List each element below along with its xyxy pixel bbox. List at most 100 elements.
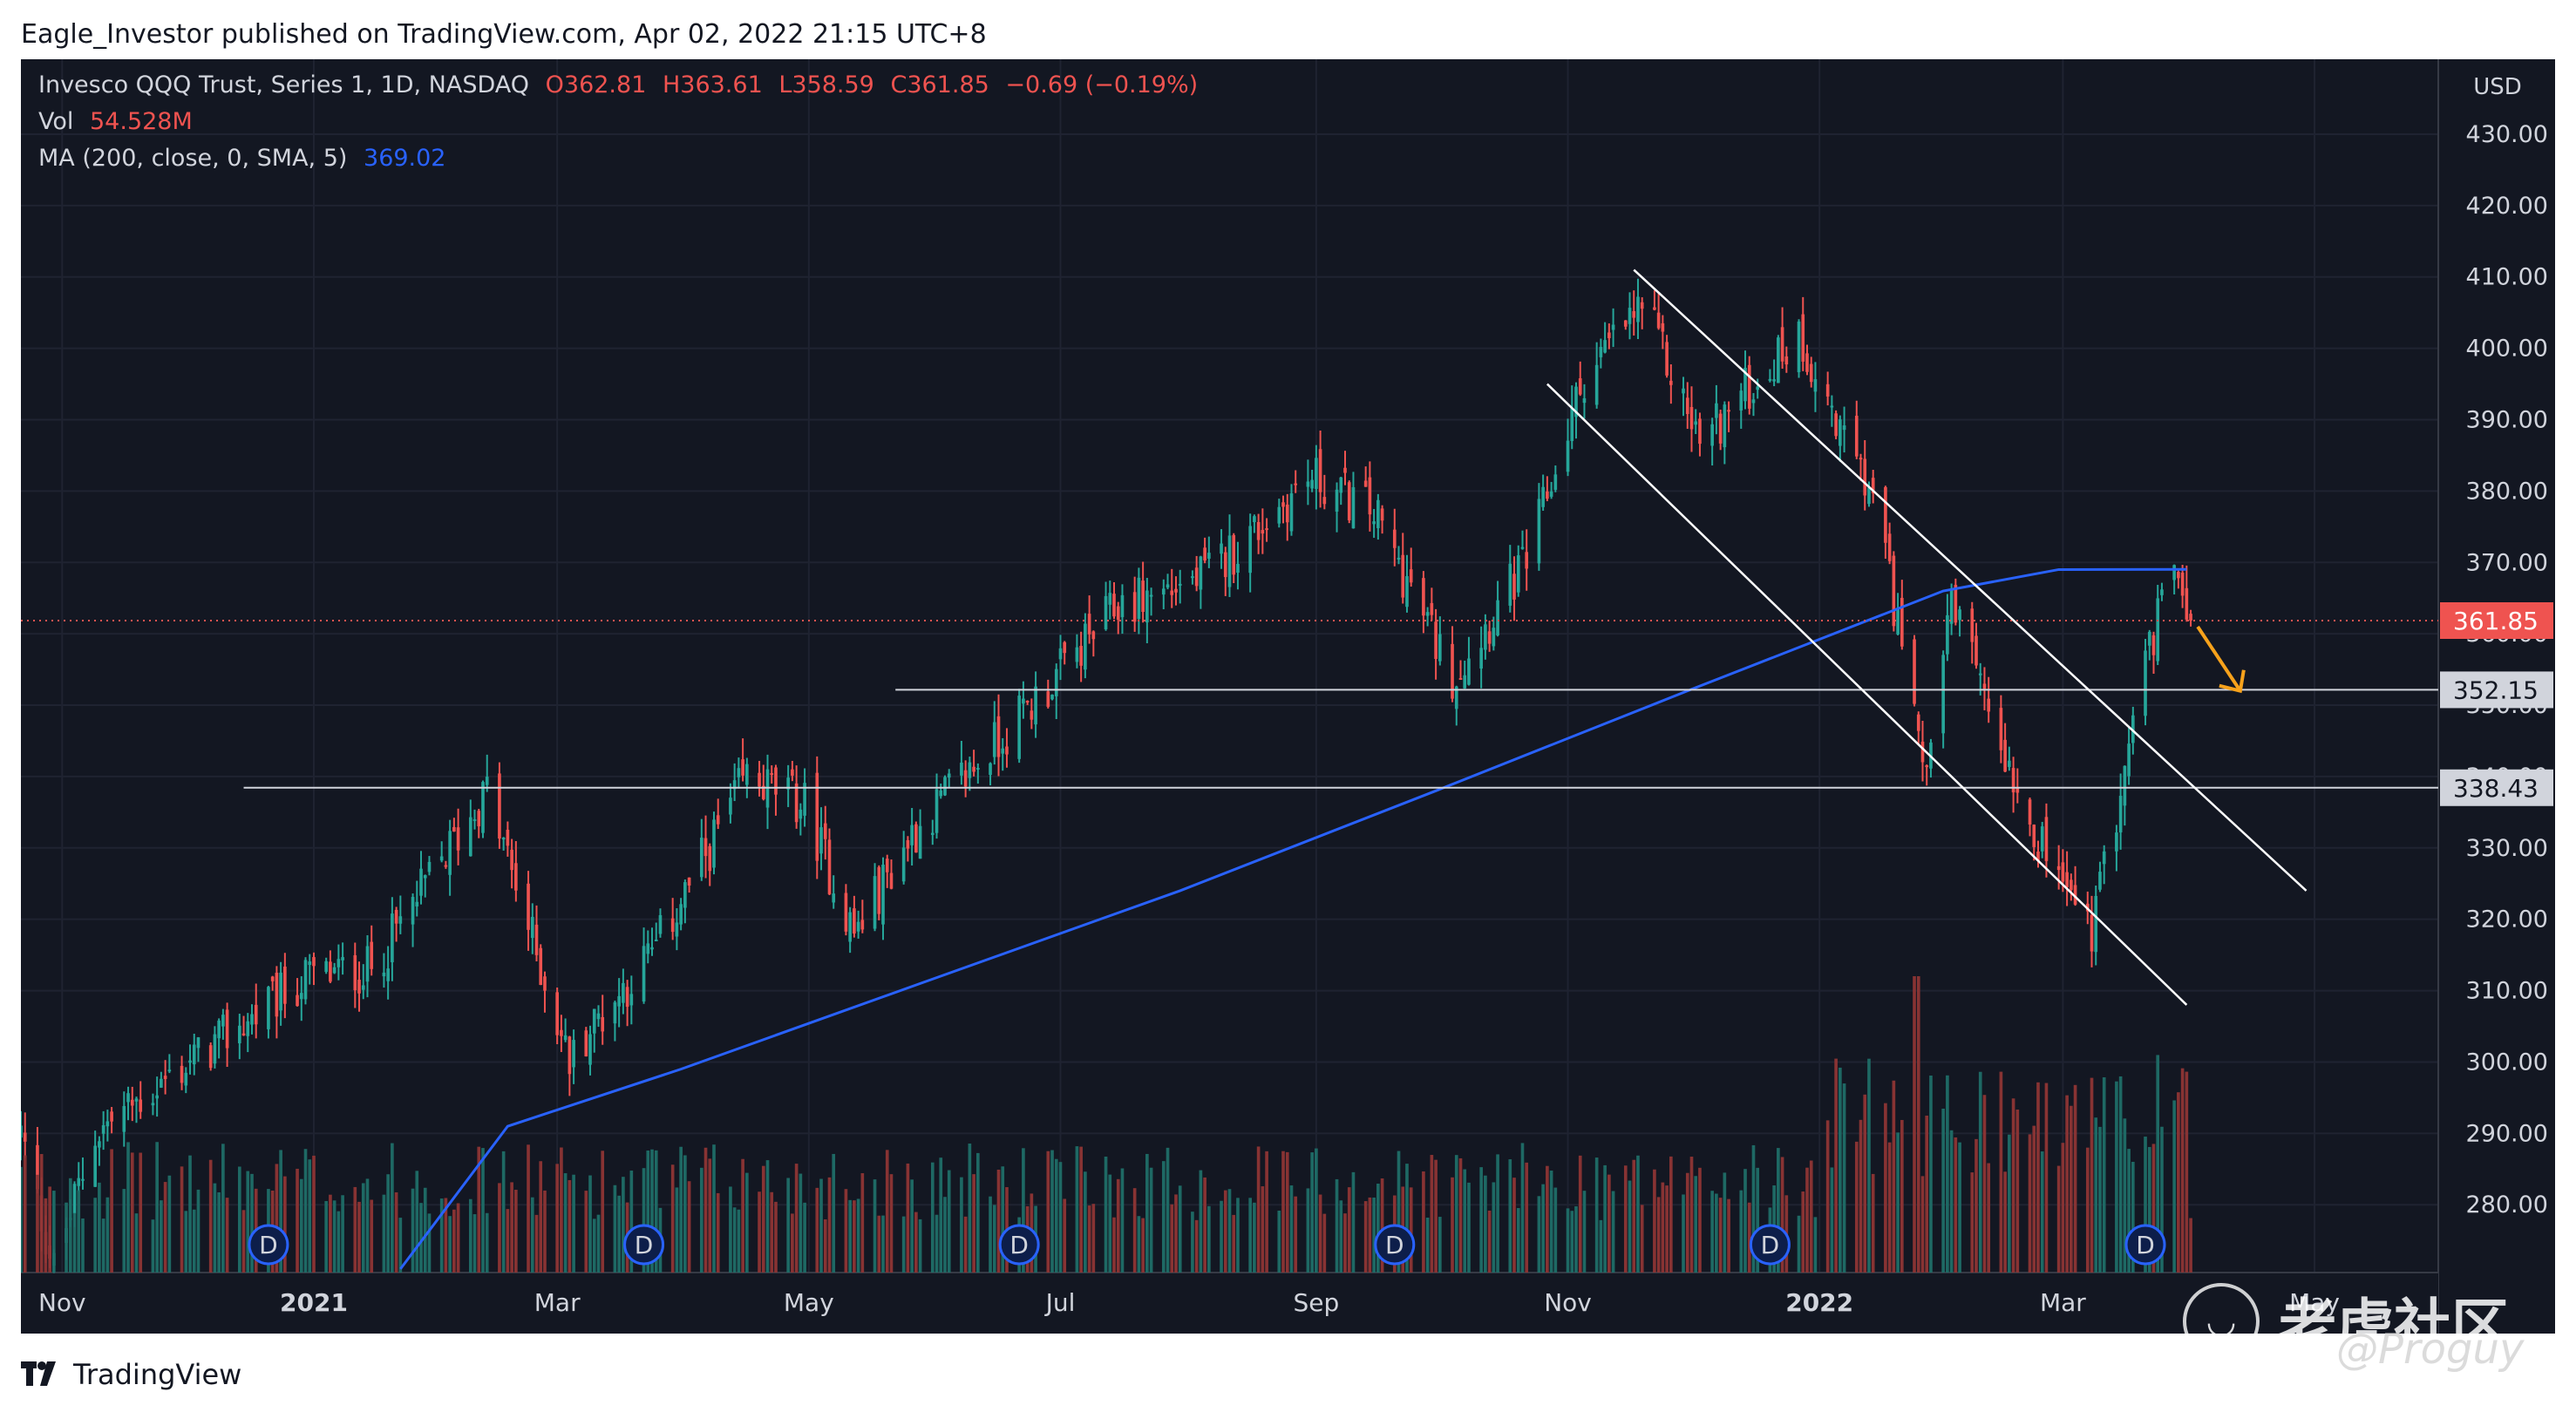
candle-body — [716, 815, 720, 825]
candle-body — [1132, 592, 1137, 622]
price-chart[interactable]: D D D D D D USD 280.00 290.00 300.00 310.00 320.00 3… — [21, 59, 2555, 1334]
candle-body — [1335, 489, 1339, 513]
dividend-marker[interactable] — [2124, 1224, 2166, 1266]
volume-bar — [947, 1170, 951, 1273]
volume-bar — [914, 1212, 918, 1273]
volume-bar — [2061, 1143, 2065, 1273]
time-tick-label: May — [2289, 1288, 2340, 1317]
candle-body — [1801, 314, 1805, 362]
candle-body — [77, 1178, 81, 1186]
candle-body — [382, 972, 386, 977]
chart-panel[interactable]: D D D D D D USD 280.00 290.00 300.00 310.00 320.00 3… — [21, 59, 2555, 1334]
volume-bar — [163, 1182, 167, 1273]
candle-body — [1982, 683, 1987, 689]
time-tick-label: Jul — [1044, 1288, 1076, 1317]
trend-channel-upper[interactable] — [1633, 268, 2308, 892]
candle-body — [126, 1093, 130, 1103]
dividend-marker[interactable] — [1374, 1224, 1416, 1266]
candle-body — [2115, 832, 2118, 852]
candle-body — [1401, 554, 1405, 598]
candle-body — [935, 789, 939, 833]
candle-body — [1780, 327, 1784, 362]
candle-body — [365, 946, 370, 982]
volume-bar — [1054, 1158, 1058, 1273]
volume-bar — [901, 1216, 906, 1273]
volume-bar — [1682, 1194, 1685, 1273]
candle-body — [1161, 588, 1166, 595]
candle-body — [596, 1013, 601, 1020]
volume-bar — [423, 1187, 427, 1273]
volume-bar — [353, 1186, 357, 1273]
dividend-marker[interactable] — [998, 1224, 1040, 1266]
candle-body — [2073, 885, 2077, 905]
volume-bar — [1743, 1169, 1747, 1273]
candle-body — [972, 766, 975, 772]
candle-body — [1223, 552, 1227, 578]
candle-body — [353, 954, 357, 991]
candle-body — [1149, 594, 1153, 597]
candle-body — [1479, 648, 1483, 669]
volume-bar — [394, 1191, 398, 1273]
candle-body — [2003, 739, 2007, 772]
candle-body — [1578, 378, 1582, 395]
candle-body — [2094, 895, 2098, 953]
volume-bar — [1925, 1115, 1929, 1273]
trend-channel-lower[interactable] — [1546, 383, 2188, 1006]
candle-body — [1207, 553, 1211, 560]
candle-body — [2036, 851, 2040, 861]
volume-bar — [832, 1153, 836, 1273]
volume-bar — [2160, 1126, 2164, 1273]
candle-body — [1116, 606, 1120, 621]
volume-bar — [1661, 1182, 1665, 1273]
candle-body — [885, 859, 889, 872]
candle-body — [419, 868, 423, 896]
volume-bar — [1170, 1204, 1174, 1273]
volume-bar — [501, 1151, 506, 1273]
volume-bar — [1628, 1180, 1632, 1273]
dividend-marker[interactable] — [1749, 1224, 1791, 1266]
volume-bar — [654, 1150, 658, 1273]
candle-body — [510, 849, 513, 871]
volume-bar — [1842, 1083, 1846, 1273]
candle-body — [246, 1021, 250, 1036]
candle-body — [1227, 535, 1232, 587]
candle-body — [712, 819, 716, 868]
candle-body — [196, 1037, 201, 1049]
candle-body — [1046, 691, 1050, 707]
volume-bar — [1508, 1159, 1512, 1273]
projection-arrow[interactable] — [2196, 625, 2242, 692]
candle-body — [160, 1078, 163, 1088]
volume-bar — [1830, 1167, 1834, 1273]
volume-bar — [1954, 1137, 1958, 1273]
candle-body — [36, 1144, 39, 1190]
candle-body — [267, 987, 270, 1029]
candle-body — [2180, 572, 2185, 596]
candle-body — [960, 762, 963, 776]
candle-body — [105, 1121, 110, 1127]
volume-bar — [1422, 1171, 1425, 1273]
candle-body — [1191, 576, 1194, 579]
candle-body — [98, 1141, 101, 1148]
candle-body — [1104, 595, 1108, 630]
dividend-marker[interactable] — [248, 1224, 289, 1266]
candle-body — [1594, 364, 1599, 405]
candle-body — [439, 856, 444, 861]
level-price-label: 352.15 — [2453, 675, 2539, 704]
time-axis[interactable] — [21, 1273, 2438, 1334]
volume-bar — [1492, 1182, 1496, 1273]
volume-bar — [791, 1213, 794, 1273]
volume-bar — [192, 1209, 196, 1273]
candle-body — [737, 768, 741, 777]
candle-body — [687, 877, 691, 886]
candle-body — [336, 959, 341, 967]
volume-bar — [1780, 1157, 1784, 1273]
volume-bar — [151, 1219, 155, 1273]
candle-body — [241, 1033, 246, 1035]
volume-bar — [877, 1215, 881, 1273]
volume-bar — [427, 1213, 432, 1273]
volume-bar — [1546, 1165, 1549, 1273]
volume-bar — [1884, 1103, 1887, 1273]
volume-bar — [1929, 1076, 1933, 1273]
volume-bar — [1335, 1178, 1339, 1273]
dividend-marker[interactable] — [623, 1224, 665, 1266]
